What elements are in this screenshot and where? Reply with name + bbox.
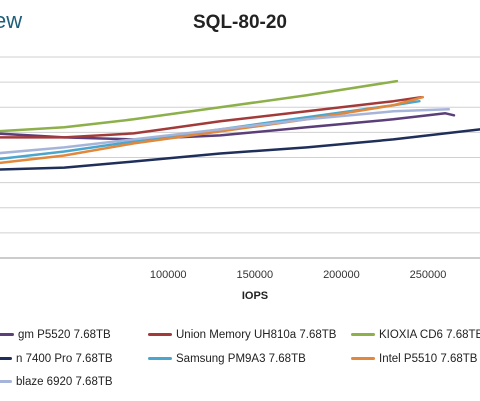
legend-swatch <box>0 380 12 384</box>
x-tick-label: 100000 <box>150 269 187 281</box>
x-tick-label: 200000 <box>323 269 360 281</box>
legend-item: Intel P5510 7.68TB <box>351 351 477 367</box>
logo-text: ew <box>0 8 23 33</box>
legend-swatch <box>0 333 14 337</box>
legend-item: Samsung PM9A3 7.68TB <box>148 351 306 367</box>
chart-title: SQL-80-20 <box>193 12 287 33</box>
legend-label: blaze 6920 7.68TB <box>16 376 113 388</box>
legend-swatch <box>0 357 12 361</box>
series-line <box>0 95 425 165</box>
legend-swatch <box>351 333 375 337</box>
series-line <box>0 95 423 139</box>
legend-item: gm P5520 7.68TB <box>0 327 111 343</box>
legend-swatch <box>351 357 375 361</box>
legend-label: Intel P5510 7.68TB <box>379 353 478 365</box>
series-line <box>0 108 451 155</box>
x-tick-label: 250000 <box>410 269 447 281</box>
series-line <box>0 128 480 171</box>
legend-label: Samsung PM9A3 7.68TB <box>176 353 306 365</box>
legend-item: Union Memory UH810a 7.68TB <box>148 327 336 343</box>
legend-label: n 7400 Pro 7.68TB <box>16 353 113 365</box>
series-line <box>0 79 399 133</box>
legend-label: KIOXIA CD6 7.68TB <box>379 329 480 341</box>
legend-label: Union Memory UH810a 7.68TB <box>176 329 337 341</box>
legend-item: n 7400 Pro 7.68TB <box>0 351 113 367</box>
x-axis-label: IOPS <box>241 290 269 302</box>
legend-label: gm P5520 7.68TB <box>18 329 111 341</box>
legend-item: KIOXIA CD6 7.68TB <box>351 327 480 343</box>
legend-swatch <box>148 357 172 361</box>
legend-swatch <box>148 333 172 337</box>
legend-item: blaze 6920 7.68TB <box>0 374 113 390</box>
x-tick-label: 150000 <box>236 269 273 281</box>
